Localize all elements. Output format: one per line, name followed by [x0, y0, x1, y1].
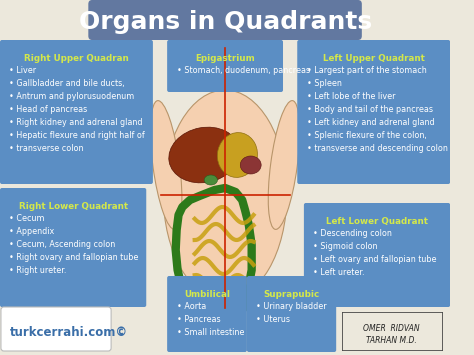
Text: • Left ureter.: • Left ureter.: [313, 268, 365, 277]
FancyBboxPatch shape: [247, 276, 336, 352]
Text: Right Lower Quadrant: Right Lower Quadrant: [18, 202, 128, 211]
FancyBboxPatch shape: [0, 40, 153, 184]
Text: • Antrum and pylorusuodenum: • Antrum and pylorusuodenum: [9, 92, 135, 101]
FancyBboxPatch shape: [0, 188, 146, 307]
Text: • Left lobe of the liver: • Left lobe of the liver: [307, 92, 395, 101]
Text: • Splenic flexure of the colon,: • Splenic flexure of the colon,: [307, 131, 427, 140]
Text: Right Upper Quadran: Right Upper Quadran: [24, 54, 129, 63]
Text: Suprapubic: Suprapubic: [264, 290, 319, 299]
Text: • Cecum, Ascending colon: • Cecum, Ascending colon: [9, 240, 116, 249]
Ellipse shape: [204, 175, 218, 185]
Polygon shape: [181, 53, 270, 90]
Text: • transverse and descending colon: • transverse and descending colon: [307, 144, 447, 153]
Text: Left Lower Quadrant: Left Lower Quadrant: [326, 217, 428, 226]
Text: TARHAN M.D.: TARHAN M.D.: [366, 336, 417, 345]
Text: • Left ovary and fallopian tube: • Left ovary and fallopian tube: [313, 255, 437, 264]
FancyBboxPatch shape: [88, 0, 362, 40]
Ellipse shape: [218, 133, 257, 178]
Text: • Head of pancreas: • Head of pancreas: [9, 105, 88, 114]
Text: • Sigmoid colon: • Sigmoid colon: [313, 242, 378, 251]
Ellipse shape: [169, 127, 239, 183]
Text: • Left kidney and adrenal gland: • Left kidney and adrenal gland: [307, 118, 434, 127]
Text: Epigastrium: Epigastrium: [195, 54, 255, 63]
Text: • Hepatic flexure and right half of: • Hepatic flexure and right half of: [9, 131, 145, 140]
Text: • Aorta: • Aorta: [177, 302, 206, 311]
Text: • Uterus: • Uterus: [256, 315, 291, 324]
Text: Left Upper Quadrant: Left Upper Quadrant: [323, 54, 425, 63]
Text: Organs in Quadrants: Organs in Quadrants: [79, 10, 372, 34]
Text: • Body and tail of the pancreas: • Body and tail of the pancreas: [307, 105, 433, 114]
Text: turkcerrahi.com©: turkcerrahi.com©: [9, 326, 128, 339]
Text: OMER  RIDVAN: OMER RIDVAN: [363, 324, 419, 333]
Text: • Right ureter.: • Right ureter.: [9, 266, 67, 275]
Ellipse shape: [164, 90, 287, 300]
Text: • Liver: • Liver: [9, 66, 36, 75]
FancyBboxPatch shape: [304, 203, 450, 307]
Text: • Gallbladder and bile ducts,: • Gallbladder and bile ducts,: [9, 79, 125, 88]
Text: • Urinary bladder: • Urinary bladder: [256, 302, 327, 311]
Text: • Descending colon: • Descending colon: [313, 229, 392, 238]
Text: Umbilical: Umbilical: [184, 290, 230, 299]
FancyBboxPatch shape: [297, 40, 450, 184]
Ellipse shape: [268, 100, 300, 229]
Text: • Spleen: • Spleen: [307, 79, 342, 88]
Text: • Pancreas: • Pancreas: [177, 315, 220, 324]
Text: • Small intestine: • Small intestine: [177, 328, 244, 337]
FancyBboxPatch shape: [1, 307, 111, 351]
Ellipse shape: [150, 100, 182, 229]
Text: • Right ovary and fallopian tube: • Right ovary and fallopian tube: [9, 253, 139, 262]
Text: • transverse colon: • transverse colon: [9, 144, 84, 153]
Text: • Stomach, duodenum, pancreas: • Stomach, duodenum, pancreas: [177, 66, 310, 75]
FancyBboxPatch shape: [167, 276, 247, 352]
Text: • Largest part of the stomach: • Largest part of the stomach: [307, 66, 427, 75]
Ellipse shape: [240, 156, 261, 174]
FancyBboxPatch shape: [167, 40, 283, 92]
Text: • Right kidney and adrenal gland: • Right kidney and adrenal gland: [9, 118, 143, 127]
Text: • Cecum: • Cecum: [9, 214, 45, 223]
Text: • Appendix: • Appendix: [9, 227, 55, 236]
